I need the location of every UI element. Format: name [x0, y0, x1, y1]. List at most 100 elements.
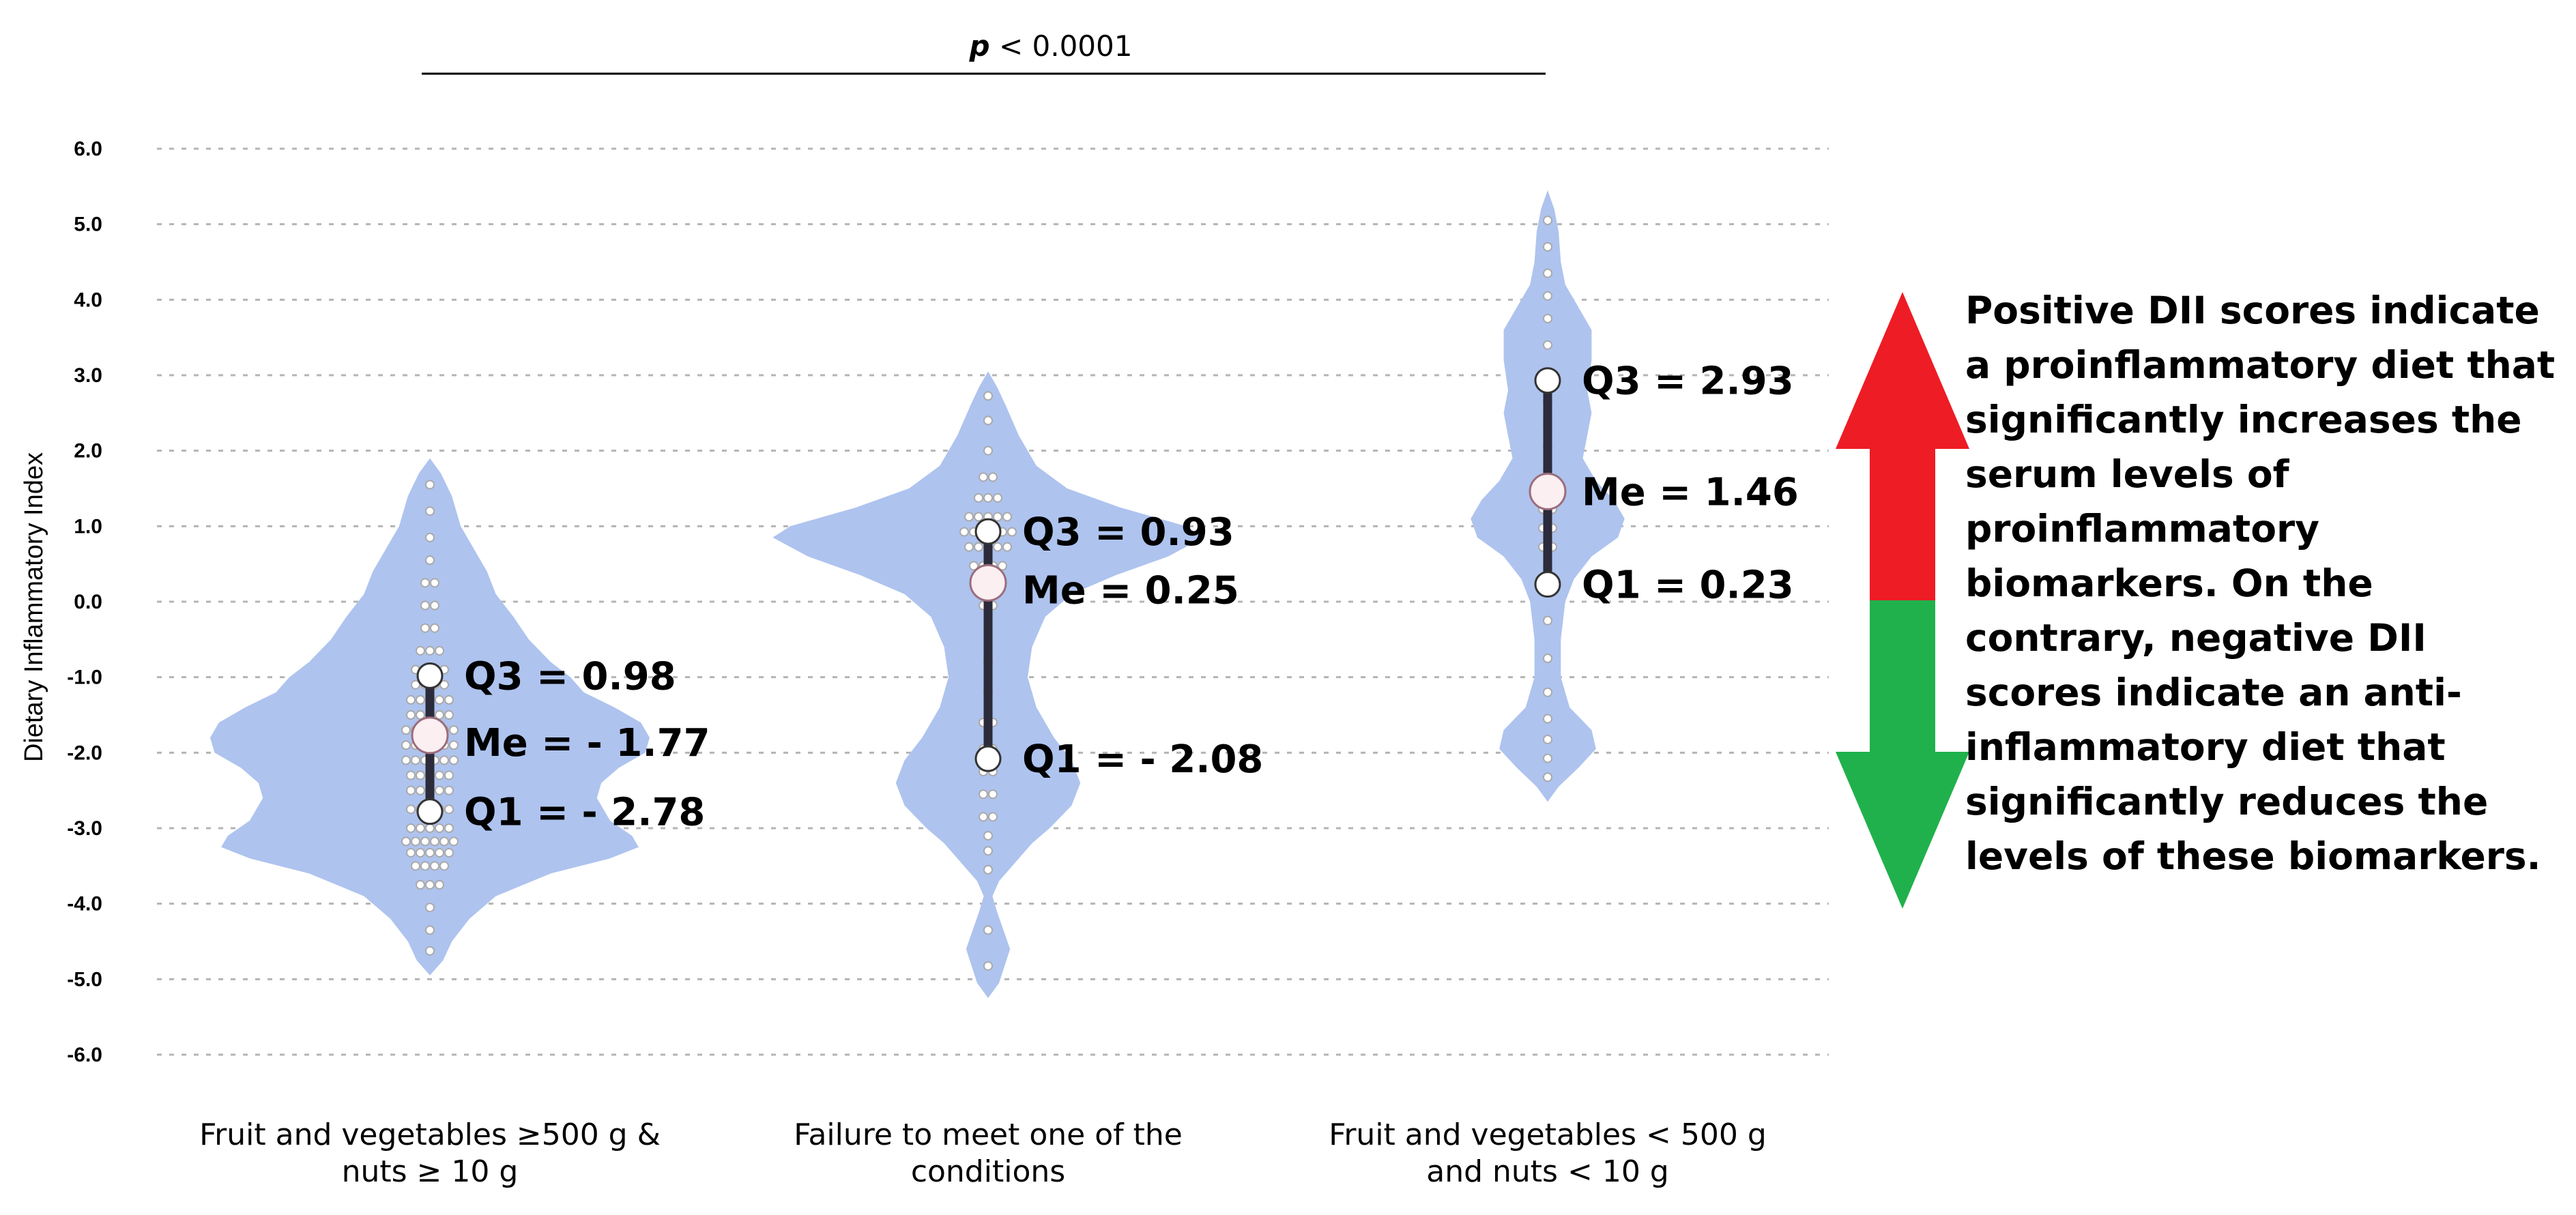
- data-point: [416, 880, 425, 890]
- data-point: [425, 880, 435, 890]
- category-labels: Fruit and vegetables ≥500 g &nuts ≥ 10 g…: [199, 1117, 1767, 1189]
- data-point: [416, 710, 425, 720]
- data-point: [1543, 216, 1552, 226]
- data-point: [406, 710, 416, 720]
- data-point: [983, 846, 993, 856]
- y-tick-label: 2.0: [74, 440, 102, 463]
- data-point: [425, 480, 435, 490]
- data-point: [435, 710, 444, 720]
- q1-label: Q1 = - 2.78: [464, 791, 705, 835]
- data-point: [964, 512, 974, 522]
- data-point: [1543, 314, 1552, 323]
- data-point: [425, 925, 435, 935]
- data-point: [435, 880, 444, 890]
- data-point: [430, 600, 439, 611]
- y-tick-label: 1.0: [74, 515, 102, 538]
- data-point: [425, 823, 435, 833]
- data-point: [411, 679, 420, 690]
- data-point: [988, 812, 998, 822]
- data-point: [439, 836, 449, 847]
- data-point: [449, 836, 459, 847]
- data-point: [411, 836, 420, 847]
- data-point: [411, 861, 420, 871]
- data-point: [1543, 268, 1552, 278]
- data-point: [420, 600, 430, 611]
- data-point: [406, 823, 416, 833]
- data-point: [406, 694, 416, 705]
- data-point: [983, 415, 993, 426]
- data-point: [449, 725, 459, 735]
- data-point: [1543, 714, 1552, 724]
- data-point: [444, 770, 454, 780]
- data-point: [435, 847, 444, 858]
- q1-label: Q1 = - 2.08: [1022, 737, 1263, 782]
- data-point: [430, 578, 439, 588]
- data-point: [444, 710, 454, 720]
- data-point: [444, 694, 454, 705]
- data-point: [416, 694, 425, 705]
- q1-marker: [1534, 571, 1561, 598]
- y-axis-label: Dietary Inflammatory Index: [20, 452, 48, 762]
- quartile-markers: [411, 367, 1567, 825]
- significance-label: p < 0.0001: [969, 29, 1133, 63]
- data-point: [988, 472, 998, 482]
- data-point: [425, 847, 435, 858]
- data-point: [420, 623, 430, 633]
- q3-marker: [1534, 367, 1561, 394]
- data-point: [444, 823, 454, 833]
- data-point: [416, 823, 425, 833]
- q1-marker: [974, 745, 1002, 772]
- data-point: [983, 925, 993, 935]
- q3-label: Q3 = 2.93: [1582, 360, 1794, 404]
- data-point: [401, 740, 411, 750]
- data-point: [425, 555, 435, 566]
- data-point: [998, 561, 1007, 571]
- data-point: [435, 770, 444, 780]
- significance-p-symbol: p: [969, 29, 990, 63]
- data-point: [439, 679, 449, 690]
- data-point: [435, 823, 444, 833]
- data-point: [425, 946, 435, 956]
- data-point: [430, 836, 439, 847]
- y-tick-label: -6.0: [67, 1044, 102, 1066]
- data-point: [416, 645, 425, 656]
- stat-labels: Q3 = 0.98 Me = - 1.77 Q1 = - 2.78 Q3 = 0.93…: [464, 360, 1799, 835]
- y-tick-label: -1.0: [67, 667, 102, 689]
- data-point: [420, 578, 430, 588]
- y-tick-label: -4.0: [67, 893, 102, 916]
- data-point: [425, 506, 435, 516]
- data-point: [1543, 734, 1552, 744]
- q3-marker: [416, 662, 444, 689]
- data-point: [406, 804, 416, 815]
- data-point: [974, 512, 983, 522]
- category-label: nuts ≥ 10 g: [342, 1154, 519, 1189]
- q3-label: Q3 = 0.93: [1022, 510, 1234, 555]
- y-tick-label: 4.0: [74, 289, 102, 311]
- data-point: [1543, 753, 1552, 763]
- data-point: [411, 755, 420, 765]
- arrow-up-icon: [1836, 292, 1969, 600]
- data-point: [406, 770, 416, 780]
- median-label: Me = 1.46: [1582, 470, 1799, 514]
- data-point: [1002, 542, 1012, 552]
- y-tick-label: 6.0: [74, 138, 102, 160]
- data-point: [979, 472, 988, 482]
- data-point: [974, 493, 983, 503]
- data-point: [435, 694, 444, 705]
- data-point: [983, 391, 993, 401]
- data-point: [406, 847, 416, 858]
- data-point: [430, 623, 439, 633]
- y-tick-labels: 6.0 5.0 4.0 3.0 2.0 1.0 0.0 -1.0 -2.0 -3.0 -4.0 -5.…: [67, 138, 102, 1066]
- arrow-down-icon: [1836, 600, 1969, 909]
- data-point: [993, 512, 1002, 522]
- data-point: [983, 961, 993, 971]
- data-point: [1543, 687, 1552, 697]
- y-tick-label: -5.0: [67, 968, 102, 991]
- data-point: [401, 755, 411, 765]
- data-point: [416, 847, 425, 858]
- data-point: [1543, 772, 1552, 782]
- data-point: [983, 831, 993, 841]
- data-point: [1543, 291, 1552, 301]
- data-point: [449, 755, 459, 765]
